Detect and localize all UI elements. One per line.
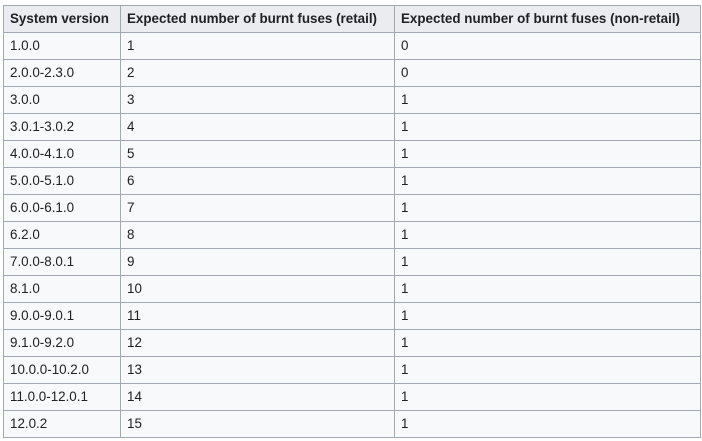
header-system-version: System version — [3, 5, 121, 33]
table-row: 10.0.0-10.2.0 13 1 — [3, 356, 701, 384]
retail-fuses-cell: 4 — [120, 113, 395, 141]
table-row: 3.0.0 3 1 — [3, 86, 701, 114]
non-retail-fuses-cell: 1 — [394, 275, 701, 303]
retail-fuses-cell: 11 — [120, 302, 395, 330]
table-row: 11.0.0-12.0.1 14 1 — [3, 383, 701, 411]
table-row: 1.0.0 1 0 — [3, 32, 701, 60]
retail-fuses-cell: 12 — [120, 329, 395, 357]
non-retail-fuses-cell: 1 — [394, 221, 701, 249]
non-retail-fuses-cell: 0 — [394, 59, 701, 87]
retail-fuses-cell: 10 — [120, 275, 395, 303]
non-retail-fuses-cell: 1 — [394, 167, 701, 195]
non-retail-fuses-cell: 1 — [394, 410, 701, 438]
table-row: 9.0.0-9.0.1 11 1 — [3, 302, 701, 330]
retail-fuses-cell: 14 — [120, 383, 395, 411]
non-retail-fuses-cell: 0 — [394, 32, 701, 60]
retail-fuses-cell: 7 — [120, 194, 395, 222]
system-version-cell: 6.2.0 — [3, 221, 121, 249]
header-row: System version Expected number of burnt … — [3, 5, 701, 33]
system-version-cell: 4.0.0-4.1.0 — [3, 140, 121, 168]
retail-fuses-cell: 1 — [120, 32, 395, 60]
system-version-cell: 1.0.0 — [3, 32, 121, 60]
system-version-cell: 2.0.0-2.3.0 — [3, 59, 121, 87]
non-retail-fuses-cell: 1 — [394, 302, 701, 330]
retail-fuses-cell: 13 — [120, 356, 395, 384]
table-row: 12.0.2 15 1 — [3, 410, 701, 438]
header-non-retail-fuses: Expected number of burnt fuses (non-reta… — [394, 5, 701, 33]
non-retail-fuses-cell: 1 — [394, 113, 701, 141]
retail-fuses-cell: 3 — [120, 86, 395, 114]
fuses-table: System version Expected number of burnt … — [3, 5, 701, 438]
table-row: 6.0.0-6.1.0 7 1 — [3, 194, 701, 222]
retail-fuses-cell: 5 — [120, 140, 395, 168]
table-row: 6.2.0 8 1 — [3, 221, 701, 249]
system-version-cell: 10.0.0-10.2.0 — [3, 356, 121, 384]
table-row: 9.1.0-9.2.0 12 1 — [3, 329, 701, 357]
table-row: 4.0.0-4.1.0 5 1 — [3, 140, 701, 168]
table-row: 7.0.0-8.0.1 9 1 — [3, 248, 701, 276]
system-version-cell: 7.0.0-8.0.1 — [3, 248, 121, 276]
system-version-cell: 5.0.0-5.1.0 — [3, 167, 121, 195]
system-version-cell: 3.0.1-3.0.2 — [3, 113, 121, 141]
non-retail-fuses-cell: 1 — [394, 194, 701, 222]
table-row: 8.1.0 10 1 — [3, 275, 701, 303]
retail-fuses-cell: 15 — [120, 410, 395, 438]
system-version-cell: 12.0.2 — [3, 410, 121, 438]
non-retail-fuses-cell: 1 — [394, 140, 701, 168]
non-retail-fuses-cell: 1 — [394, 86, 701, 114]
system-version-cell: 9.1.0-9.2.0 — [3, 329, 121, 357]
non-retail-fuses-cell: 1 — [394, 356, 701, 384]
table-row: 3.0.1-3.0.2 4 1 — [3, 113, 701, 141]
table-body: 1.0.0 1 0 2.0.0-2.3.0 2 0 3.0.0 3 1 3.0.1-3.0.2 4 1… — [3, 32, 701, 438]
system-version-cell: 8.1.0 — [3, 275, 121, 303]
table-row: 5.0.0-5.1.0 6 1 — [3, 167, 701, 195]
system-version-cell: 11.0.0-12.0.1 — [3, 383, 121, 411]
non-retail-fuses-cell: 1 — [394, 248, 701, 276]
header-retail-fuses: Expected number of burnt fuses (retail) — [120, 5, 395, 33]
non-retail-fuses-cell: 1 — [394, 329, 701, 357]
system-version-cell: 6.0.0-6.1.0 — [3, 194, 121, 222]
system-version-cell: 9.0.0-9.0.1 — [3, 302, 121, 330]
retail-fuses-cell: 2 — [120, 59, 395, 87]
table-row: 2.0.0-2.3.0 2 0 — [3, 59, 701, 87]
retail-fuses-cell: 8 — [120, 221, 395, 249]
retail-fuses-cell: 9 — [120, 248, 395, 276]
non-retail-fuses-cell: 1 — [394, 383, 701, 411]
retail-fuses-cell: 6 — [120, 167, 395, 195]
system-version-cell: 3.0.0 — [3, 86, 121, 114]
